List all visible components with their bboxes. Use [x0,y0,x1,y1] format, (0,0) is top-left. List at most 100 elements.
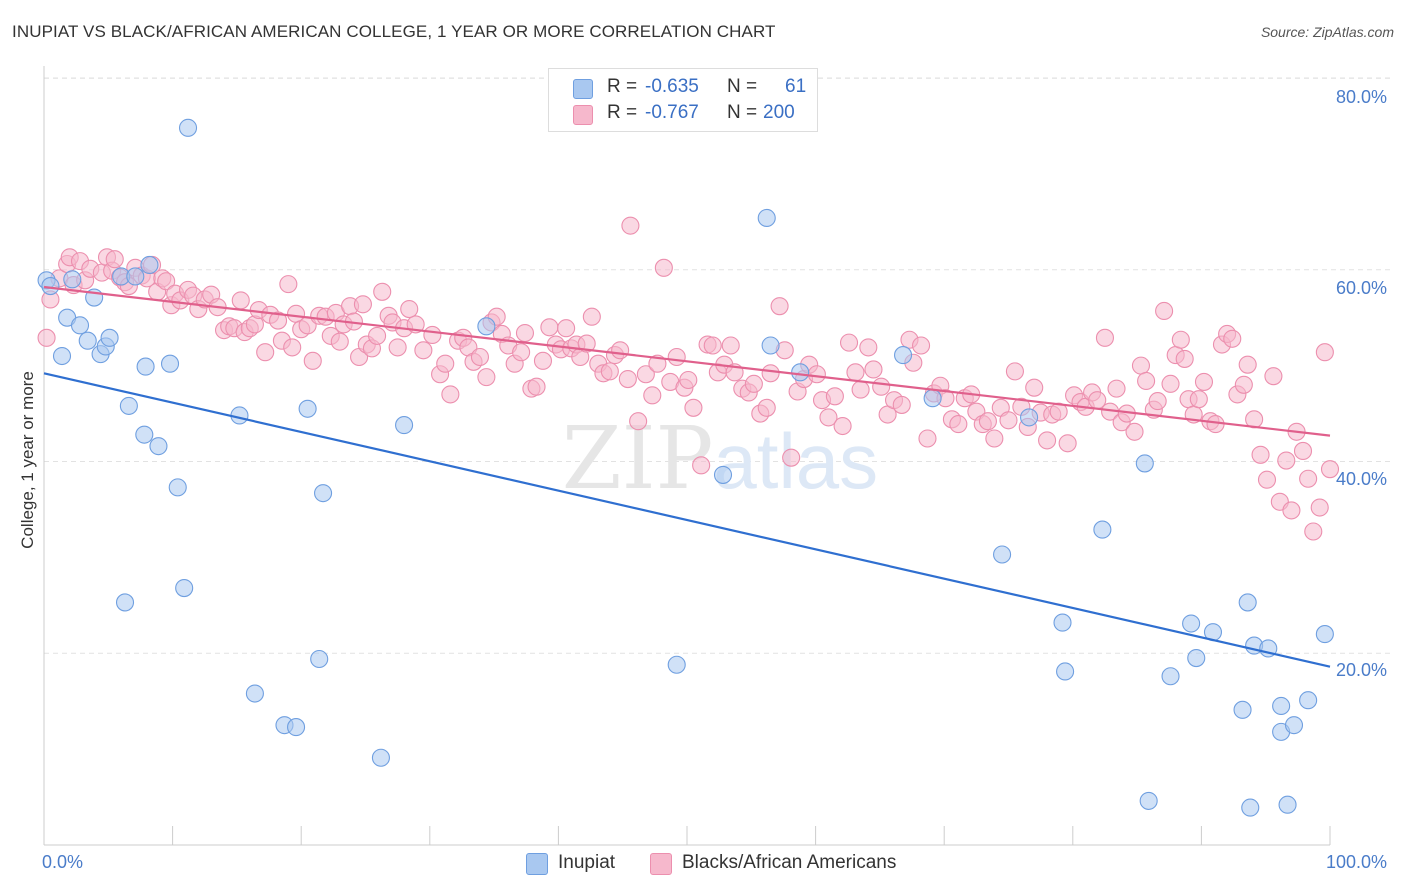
inupiat-point-49 [1187,648,1206,668]
inupiat-point-44 [1093,520,1112,539]
black-point-198 [1189,390,1208,409]
black-point-98 [577,334,596,353]
black-swatch-icon [573,105,593,125]
inupiat-point-58 [1278,795,1297,814]
black-point-122 [721,336,740,355]
black-point-86 [512,343,531,362]
black-point-144 [859,338,878,357]
black-point-132 [782,448,801,467]
inupiat-point-24 [245,684,264,703]
black-point-188 [1137,371,1156,391]
y-axis-title: College, 1 year or more [18,371,37,549]
black-point-59 [353,295,372,314]
black-point-219 [1310,498,1329,517]
black-point-70 [414,341,433,360]
black-point-207 [1238,355,1257,374]
black-point-167 [1005,362,1024,381]
inupiat-point-14 [126,267,145,286]
black-point-62 [368,326,387,345]
black-point-174 [1049,402,1068,421]
black-point-211 [1264,367,1283,386]
black-point-143 [851,380,870,399]
black-point-117 [692,456,711,475]
black-point-206 [1234,375,1253,394]
y-tick-label-80: 80.0% [1336,87,1388,107]
black-point-181 [1095,328,1114,347]
inupiat-r-value: -0.635 [645,76,699,97]
source-credit: Source: ZipAtlas.com [1260,24,1394,40]
black-point-102 [600,362,619,381]
inupiat-point-60 [1299,691,1318,710]
black-point-152 [912,336,931,355]
inupiat-point-16 [136,357,155,376]
inupiat-point-46 [1139,791,1158,810]
y-tick-label-20: 20.0% [1336,660,1388,680]
x-tick-label-max: 100.0% [1326,852,1388,872]
black-point-66 [388,338,407,357]
inupiat-point-2 [52,346,72,366]
black-point-68 [400,300,419,319]
axis-lines [43,66,1331,846]
legend-inupiat-label: Inupiat [558,852,616,873]
inupiat-n-label: N = [727,76,758,97]
black-n-value: 200 [763,102,795,123]
black-point-111 [654,258,673,277]
black-point-109 [643,386,662,405]
black-point-54 [330,332,349,351]
black-point-194 [1171,330,1190,349]
black-point-91 [540,318,559,337]
black-point-220 [1315,343,1334,362]
inupiat-point-17 [140,255,159,275]
inupiat-point-33 [667,655,686,674]
legend-black-label: Blacks/African Americans [682,852,897,873]
inupiat-point-1 [41,276,60,296]
black-point-136 [807,365,826,384]
black-point-217 [1299,469,1318,488]
black-point-104 [611,341,630,360]
inupiat-point-41 [1020,408,1039,427]
legend-black-swatch-icon [650,853,672,875]
black-point-22 [157,272,176,291]
inupiat-trend-line [43,372,1331,668]
inupiat-point-4 [63,270,82,289]
inupiat-swatch-icon [573,79,593,99]
black-point-108 [636,365,655,384]
black-point-153 [918,429,937,448]
inupiat-point-18 [149,437,168,456]
black-point-139 [825,387,844,406]
black-point-175 [1058,434,1077,453]
black-point-130 [770,297,789,316]
black-point-113 [667,347,686,367]
black-point-94 [557,319,576,338]
black-point-45 [283,338,302,357]
black-point-80 [477,368,496,387]
inupiat-point-30 [371,748,390,767]
black-point-42 [269,311,288,330]
black-point-149 [892,395,911,414]
trend-lines [43,285,1331,668]
y-tick-label-60: 60.0% [1336,278,1388,298]
black-point-119 [703,336,722,355]
black-r-label: R = [607,102,638,123]
chart-title: INUPIAT VS BLACK/AFRICAN AMERICAN COLLEG… [12,22,776,41]
inupiat-point-35 [757,208,776,228]
black-point-209 [1251,445,1270,464]
black-point-166 [999,411,1018,430]
inupiat-point-37 [791,363,810,382]
correlation-stats-box: R = -0.635 N = 61 R = -0.767 N = 200 [548,68,818,132]
black-point-158 [949,415,968,434]
y-tick-label-40: 40.0% [1336,469,1388,489]
inupiat-point-39 [923,389,942,408]
inupiat-point-27 [298,399,317,418]
inupiat-point-51 [1233,700,1252,719]
black-point-128 [757,398,776,417]
black-point-129 [761,364,780,383]
inupiat-point-34 [713,465,733,484]
black-point-190 [1148,392,1167,411]
black-point-164 [985,429,1004,448]
black-point-187 [1131,356,1151,375]
black-point-35 [231,291,250,310]
inupiat-point-45 [1135,454,1154,473]
black-point-186 [1125,422,1144,441]
